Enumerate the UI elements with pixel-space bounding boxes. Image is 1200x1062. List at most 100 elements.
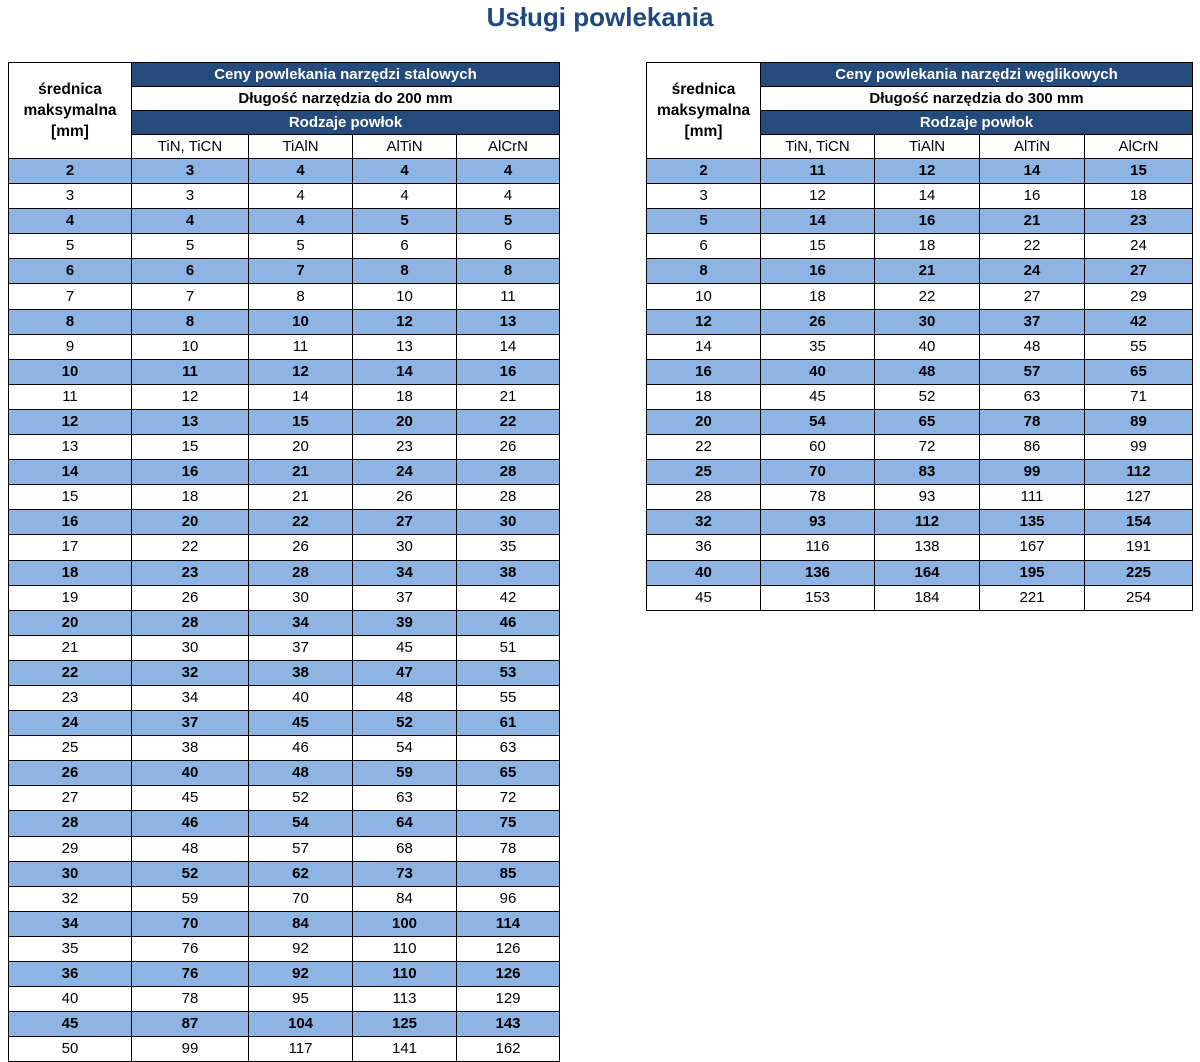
price-cell: 59 (131, 885, 249, 912)
price-cell: 48 (979, 333, 1085, 360)
diameter-cell: 14 (8, 459, 132, 486)
price-cell: 13 (456, 308, 560, 335)
diameter-cell: 35 (8, 935, 132, 963)
price-cell: 110 (352, 935, 457, 963)
price-cell: 24 (979, 258, 1085, 285)
table-row: 34 70 84 100 114 (8, 910, 560, 937)
price-cell: 60 (760, 434, 875, 461)
diameter-cell: 40 (646, 559, 761, 586)
table-row: 23 34 40 48 55 (8, 684, 560, 712)
price-cell: 4 (248, 208, 353, 235)
diameter-cell: 10 (646, 283, 761, 310)
table-row: 24 37 45 52 61 (8, 710, 560, 737)
price-cell: 24 (352, 459, 457, 486)
coating-column-header: TiAlN (874, 134, 980, 159)
price-cell: 22 (131, 534, 249, 561)
table-row: 32 59 70 84 96 (8, 885, 560, 912)
diameter-cell: 19 (8, 584, 132, 611)
diameter-header-line-3: [mm] (51, 123, 89, 140)
coating-column-header: TiN, TiCN (131, 134, 249, 159)
price-cell: 65 (1084, 358, 1193, 385)
diameter-cell: 18 (646, 383, 761, 410)
carbide-table-body: 2 11 12 14 15 3 12 14 16 18 5 14 16 21 23 6 15 18 22 24 8 16 2… (646, 157, 1193, 611)
price-cell: 34 (248, 609, 353, 636)
price-cell: 8 (248, 283, 353, 310)
price-cell: 143 (456, 1011, 560, 1038)
price-cell: 6 (456, 233, 560, 260)
price-cell: 7 (248, 258, 353, 285)
price-cell: 22 (979, 233, 1085, 260)
price-cell: 34 (131, 684, 249, 712)
coating-column-header: AlCrN (1084, 134, 1193, 159)
diameter-cell: 9 (8, 333, 132, 360)
table-row: 40 136 164 195 225 (646, 559, 1193, 586)
price-cell: 3 (131, 183, 249, 210)
price-cell: 21 (248, 484, 353, 511)
diameter-cell: 6 (8, 258, 132, 285)
price-cell: 3 (131, 157, 249, 185)
table-row: 12 13 15 20 22 (8, 408, 560, 436)
price-cell: 93 (760, 509, 875, 536)
price-cell: 40 (131, 760, 249, 787)
price-cell: 23 (131, 559, 249, 586)
price-cell: 16 (456, 358, 560, 385)
diameter-cell: 16 (646, 358, 761, 385)
price-cell: 7 (131, 283, 249, 310)
price-cell: 116 (760, 534, 875, 561)
price-cell: 126 (456, 960, 560, 988)
price-cell: 12 (760, 183, 875, 210)
price-cell: 27 (979, 283, 1085, 310)
price-cell: 30 (131, 634, 249, 661)
price-cell: 48 (131, 835, 249, 862)
price-cell: 87 (131, 1011, 249, 1038)
price-cell: 117 (248, 1036, 353, 1062)
price-cell: 18 (352, 383, 457, 410)
table-row: 45 87 104 125 143 (8, 1011, 560, 1038)
table-row: 2 11 12 14 15 (646, 157, 1193, 185)
steel-table-body: 2 3 4 4 4 3 3 4 4 4 4 4 4 5 5 5 5 5 6 6 6 6 7 8 8 7 7 8 10 11 8 8 10 12 13… (8, 157, 560, 1062)
diameter-cell: 21 (8, 634, 132, 661)
price-cell: 78 (131, 986, 249, 1013)
price-cell: 22 (874, 283, 980, 310)
price-cell: 59 (352, 760, 457, 787)
price-cell: 20 (248, 434, 353, 461)
price-cell: 52 (352, 710, 457, 737)
price-cell: 162 (456, 1036, 560, 1062)
price-cell: 86 (979, 434, 1085, 461)
price-cell: 93 (874, 484, 980, 511)
price-cell: 11 (456, 283, 560, 310)
price-cell: 27 (352, 509, 457, 536)
table-row: 8 8 10 12 13 (8, 308, 560, 335)
price-cell: 153 (760, 584, 875, 611)
price-cell: 15 (1084, 157, 1193, 185)
table-row: 10 18 22 27 29 (646, 283, 1193, 310)
price-cell: 164 (874, 559, 980, 586)
price-cell: 5 (456, 208, 560, 235)
price-cell: 51 (456, 634, 560, 661)
price-cell: 5 (248, 233, 353, 260)
table-row: 7 7 8 10 11 (8, 283, 560, 310)
diameter-cell: 5 (646, 208, 761, 235)
steel-price-table: średnica maksymalna [mm] Ceny powlekania… (8, 62, 560, 1062)
tool-length-header: Długość narzędzia do 300 mm (760, 86, 1193, 111)
coating-column-header: AlTiN (352, 134, 457, 159)
price-cell: 45 (131, 785, 249, 812)
diameter-cell: 23 (8, 684, 132, 712)
price-cell: 10 (352, 283, 457, 310)
diameter-header-line-1: średnica (38, 81, 102, 98)
price-cell: 21 (248, 459, 353, 486)
table-row: 18 45 52 63 71 (646, 383, 1193, 410)
diameter-cell: 17 (8, 534, 132, 561)
diameter-cell: 24 (8, 710, 132, 737)
price-cell: 16 (979, 183, 1085, 210)
price-cell: 26 (456, 434, 560, 461)
price-cell: 48 (874, 358, 980, 385)
diameter-cell: 27 (8, 785, 132, 812)
price-cell: 46 (131, 810, 249, 837)
table-row: 27 45 52 63 72 (8, 785, 560, 812)
price-cell: 62 (248, 860, 353, 887)
table-row: 16 40 48 57 65 (646, 358, 1193, 385)
diameter-cell: 10 (8, 358, 132, 385)
